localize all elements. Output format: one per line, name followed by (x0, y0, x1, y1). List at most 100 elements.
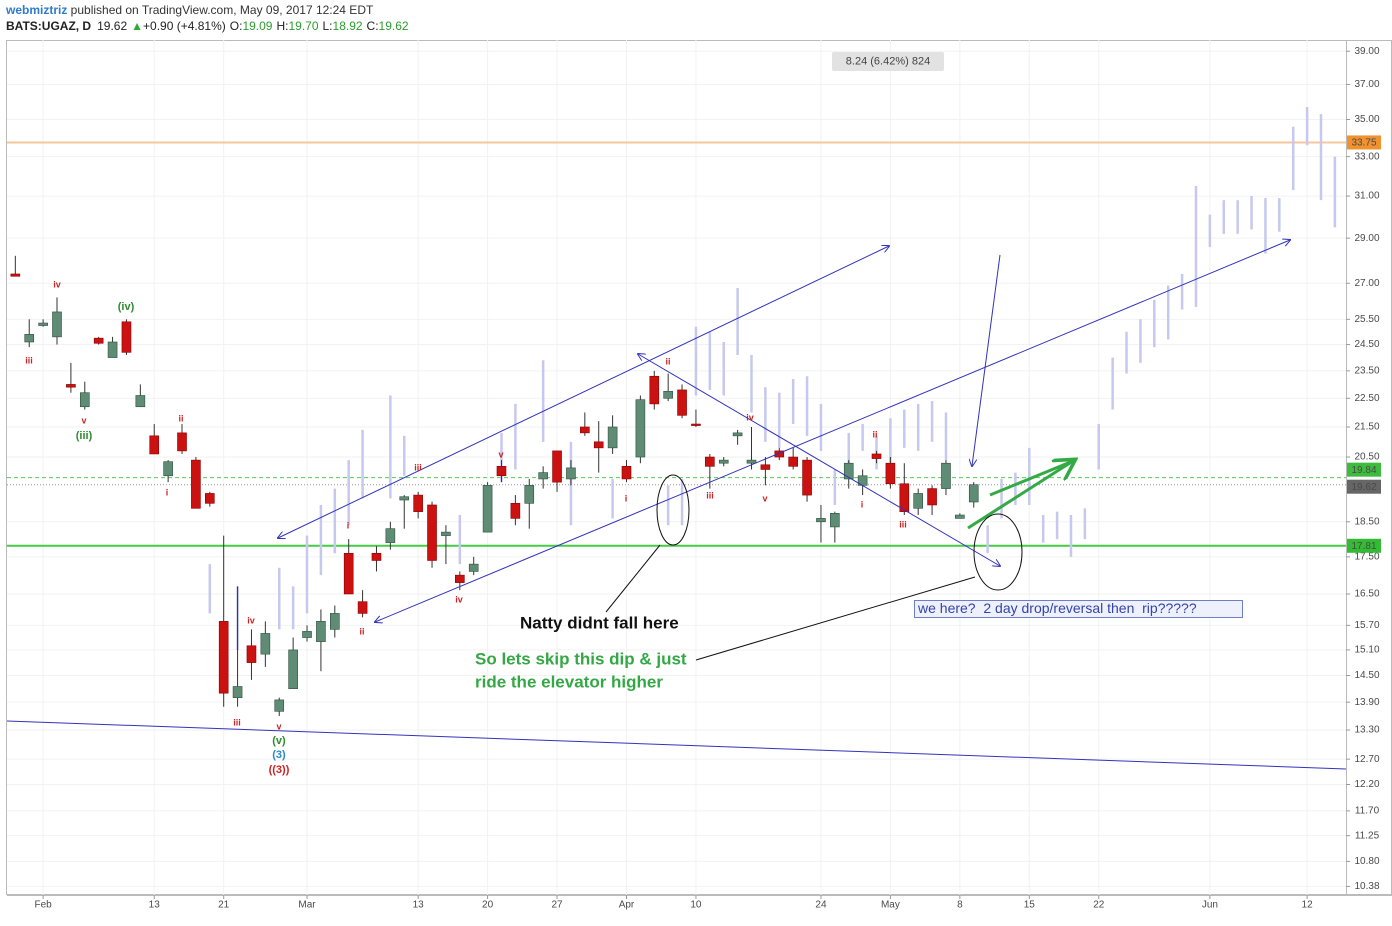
price-label-box (1347, 135, 1381, 150)
callout: we here? 2 day drop/reversal then rip???… (917, 600, 1197, 616)
green-arrow[interactable] (967, 461, 1073, 530)
o-value: 19.09 (242, 19, 272, 33)
candle-body (52, 311, 62, 338)
x-tick-label: Feb (34, 900, 52, 911)
y-tick-label: 11.70 (1355, 806, 1380, 817)
candle-body (149, 435, 160, 455)
y-tick-label: 15.70 (1354, 620, 1379, 631)
arrow[interactable] (972, 254, 1001, 466)
candle-body (316, 621, 326, 642)
candle-body (510, 503, 521, 519)
y-tick-label: 27.00 (1354, 278, 1379, 289)
candle-body (649, 375, 660, 405)
candle-body (871, 453, 882, 459)
candle-body (552, 450, 562, 483)
candle-body (621, 466, 632, 480)
x-tick-label: 13 (149, 900, 161, 911)
callout: Natty didnt fall here (520, 613, 679, 632)
candle-body (593, 441, 604, 449)
candle-body (455, 574, 465, 583)
wave-label: iii (414, 462, 422, 472)
x-tick-label: 13 (413, 900, 425, 911)
candle-body (705, 456, 715, 467)
trend-line[interactable] (278, 246, 889, 538)
candle-body (927, 488, 937, 506)
price-label: 19.84 (1351, 465, 1376, 476)
up-icon: ▲ (131, 19, 143, 33)
wave-label: v (498, 449, 503, 459)
l-value: 18.92 (333, 19, 363, 33)
c-label: C: (367, 19, 379, 33)
last: 19.62 (97, 19, 127, 33)
candle-body (746, 459, 757, 464)
trend-line[interactable] (638, 354, 1000, 566)
trend-line[interactable] (375, 240, 1290, 622)
y-tick-label: 31.00 (1354, 191, 1379, 202)
candle-body (302, 631, 312, 638)
x-tick-label: May (881, 900, 900, 911)
callout: So lets skip this dip & just (475, 649, 687, 668)
drawings (6, 240, 1347, 770)
published: published on TradingView.com, May 09, 20… (67, 3, 374, 17)
ellipse[interactable] (973, 513, 1023, 591)
candle-body (343, 552, 354, 595)
candle-body (218, 621, 229, 694)
wave-label: ii (178, 413, 183, 423)
y-tick-label: 16.50 (1354, 589, 1379, 600)
y-tick-label: 12.20 (1354, 779, 1379, 790)
wave-label: i (166, 487, 169, 497)
x-tick-label: 27 (551, 900, 563, 911)
y-tick-label: 22.50 (1354, 393, 1379, 404)
y-tick-label: 17.50 (1354, 552, 1379, 563)
candle-body (635, 399, 646, 458)
wave-label: v (762, 493, 767, 503)
candle-body (732, 432, 743, 437)
x-tick-label: Apr (619, 900, 635, 911)
candle-body (968, 484, 979, 503)
y-tick-label: 39.00 (1354, 46, 1379, 57)
x-tick-label: 12 (1302, 900, 1314, 911)
wave-label: iv (247, 615, 255, 625)
candle-body (760, 464, 771, 470)
green-arrow[interactable] (989, 459, 1074, 497)
price-label-box (1347, 479, 1381, 494)
candle-body (232, 686, 243, 698)
price-label: 19.62 (1351, 482, 1376, 493)
price-label: 33.75 (1351, 138, 1376, 149)
h-label: H: (276, 19, 288, 33)
y-tick-label: 10.38 (1354, 881, 1379, 892)
candle-body (24, 334, 35, 343)
candle-body (913, 493, 923, 509)
y-tick-label: 23.50 (1354, 365, 1379, 376)
candle-body (496, 466, 507, 477)
candle-body (357, 601, 368, 614)
wave-label: i (625, 493, 628, 503)
ellipse[interactable] (656, 474, 690, 546)
wave-label: iii (899, 519, 907, 529)
candle-body (177, 432, 187, 452)
candle-body (204, 493, 215, 504)
wave-label: iv (53, 279, 61, 289)
price-label-box (1347, 538, 1381, 553)
y-tick-label: 15.10 (1354, 645, 1379, 656)
candle-body (93, 337, 104, 344)
candle-body (10, 273, 21, 277)
wave-label: v (276, 721, 281, 731)
wave-label: (iii) (76, 430, 93, 442)
y-tick-label: 18.50 (1354, 516, 1379, 527)
candle-body (385, 528, 396, 543)
candle-body (441, 531, 451, 536)
y-tick-label: 25.50 (1354, 314, 1379, 325)
y-tick-label: 11.25 (1355, 830, 1380, 841)
candle-body (941, 462, 951, 489)
candle-body (274, 699, 285, 712)
trend-line[interactable] (6, 720, 1347, 770)
author[interactable]: webmiztriz (5, 3, 67, 17)
plot-frame (6, 40, 1392, 895)
x-tick-label: 8 (957, 900, 963, 911)
wave-label: iii (706, 490, 714, 500)
candle-body (830, 513, 840, 528)
candle-body (288, 649, 298, 690)
candle-body (468, 563, 479, 572)
